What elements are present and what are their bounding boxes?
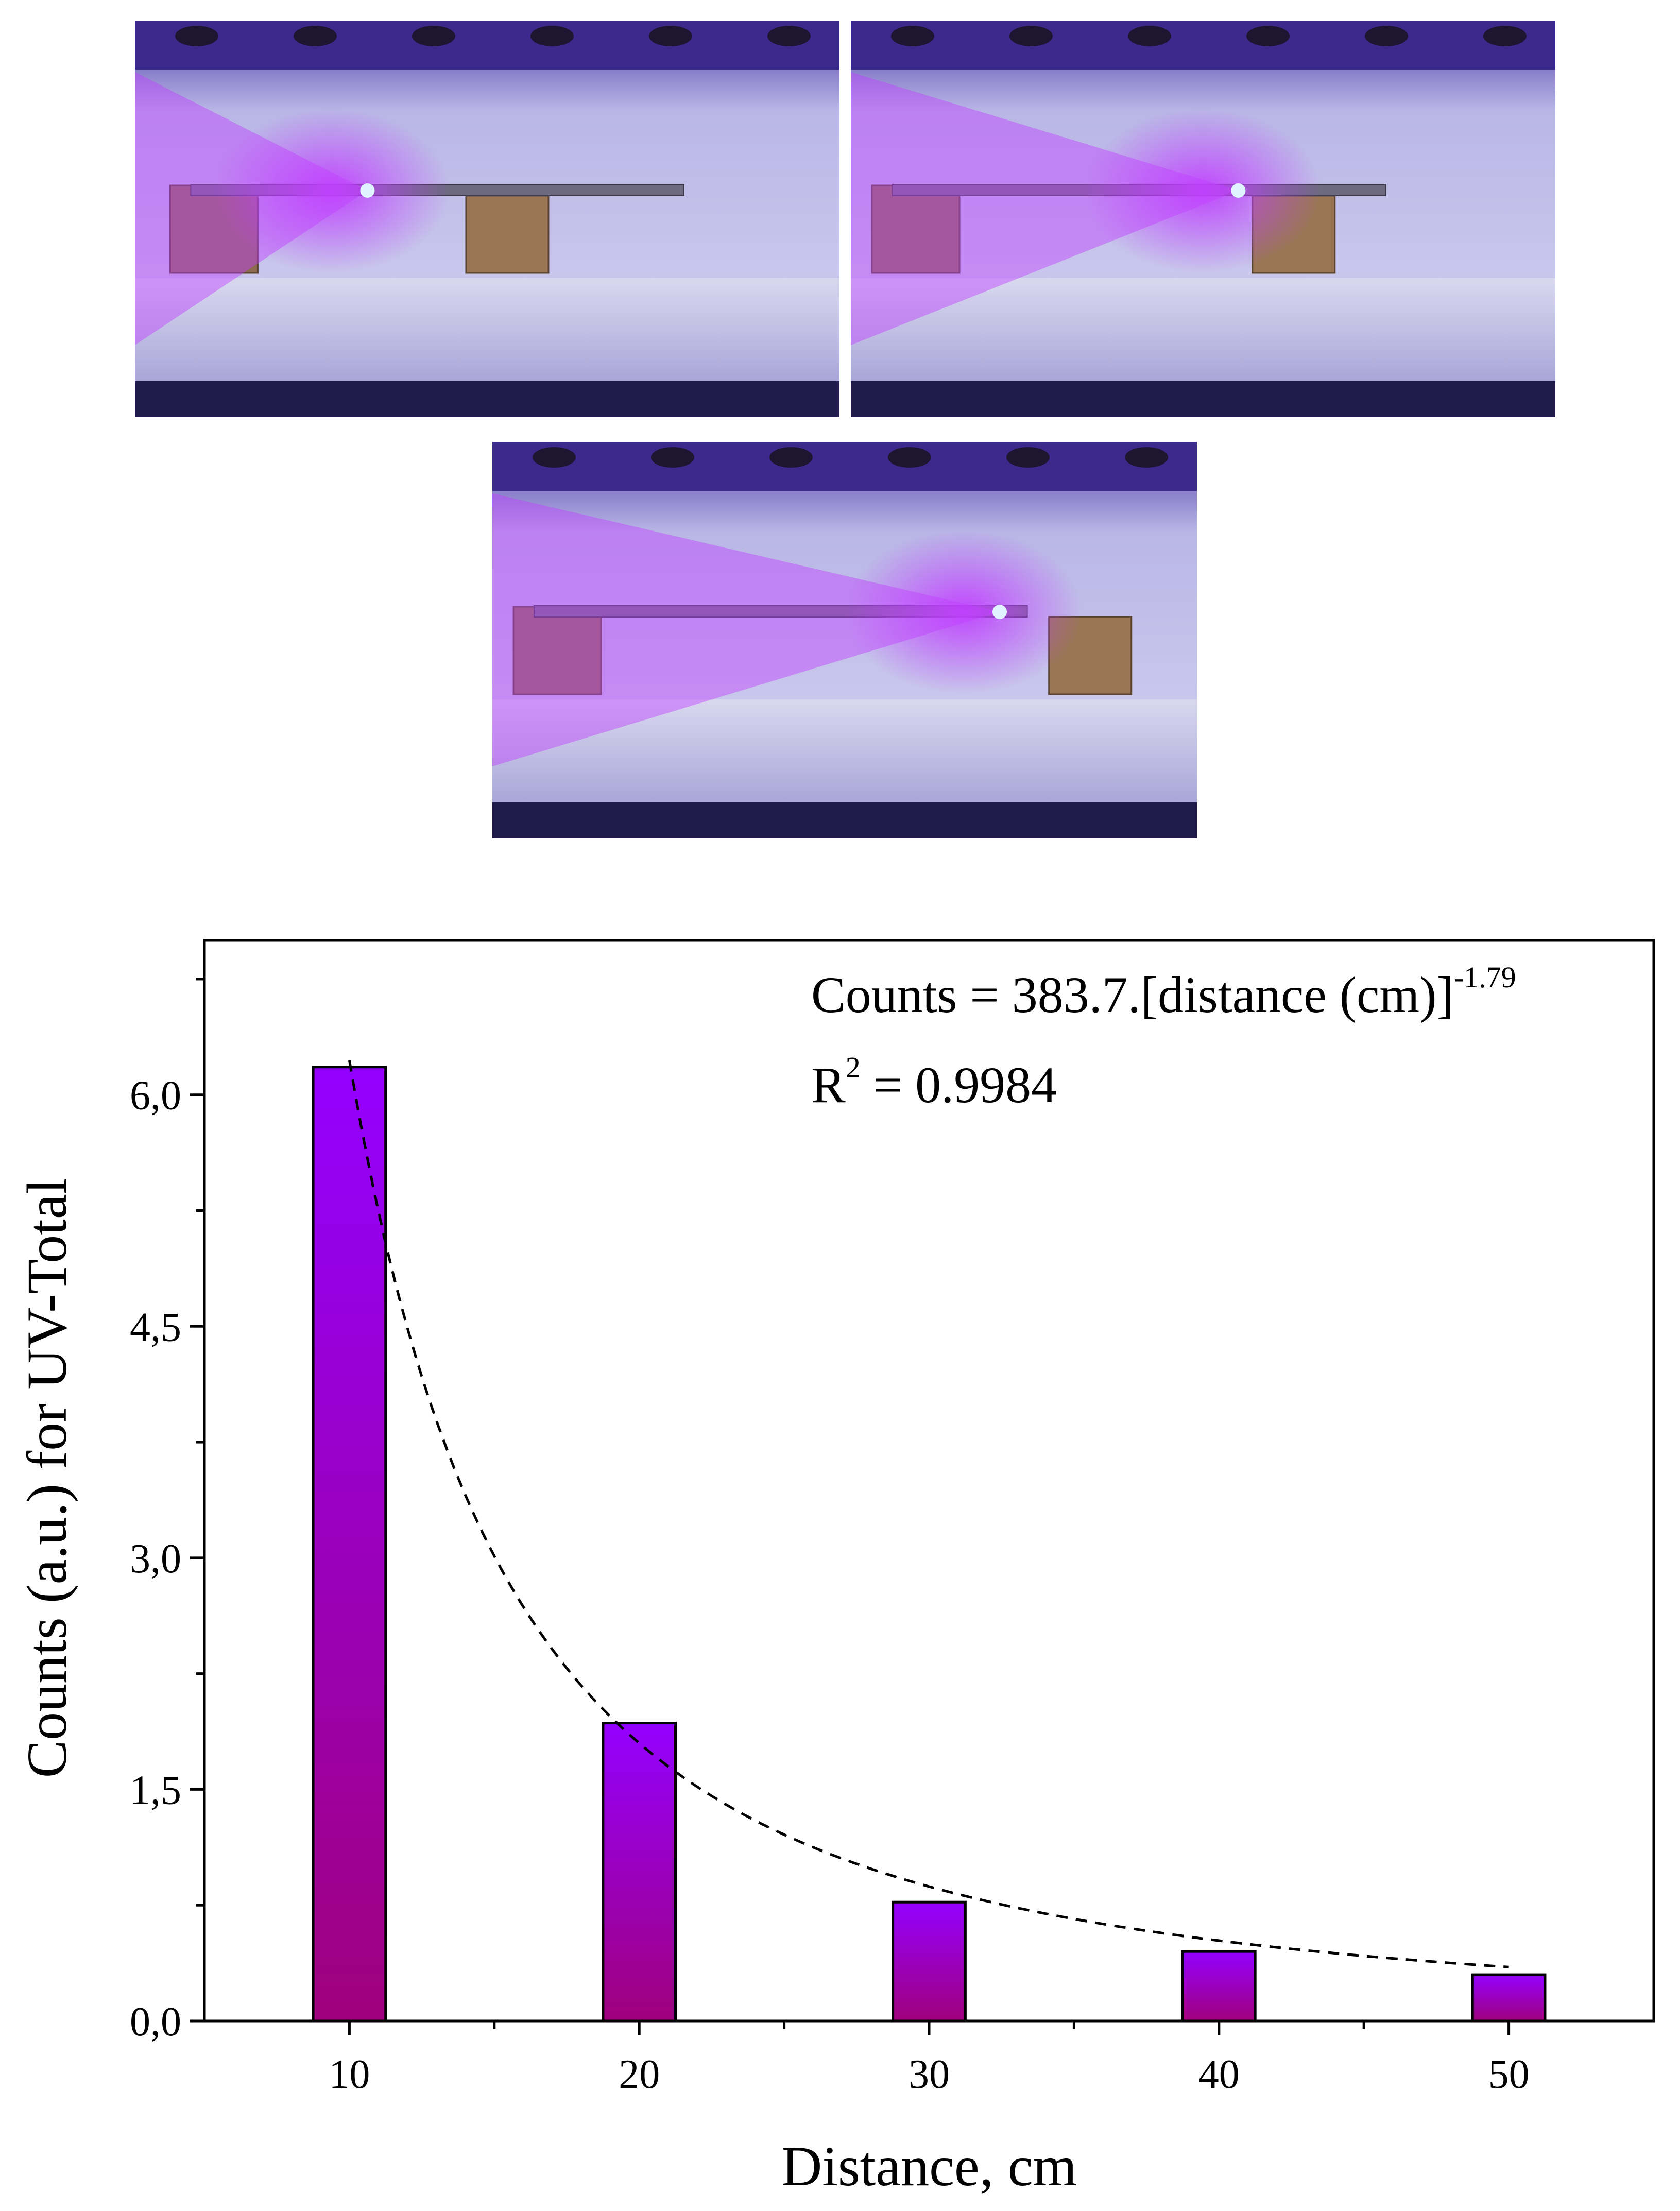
y-tick-label: 1,5 xyxy=(130,1768,181,1813)
ceiling-fixture xyxy=(1483,26,1527,46)
y-tick-label: 0,0 xyxy=(130,1999,181,2045)
enclosure-floor xyxy=(135,278,839,381)
x-tick-label: 50 xyxy=(1488,2052,1530,2097)
enclosure-floor xyxy=(851,278,1555,381)
enclosure-ceiling xyxy=(135,21,839,70)
uv-beam xyxy=(851,72,1239,345)
left-support-box xyxy=(871,184,961,274)
bar-20 xyxy=(602,1722,677,2023)
x-tick-label: 10 xyxy=(329,2052,370,2097)
ceiling-fixture xyxy=(888,447,931,468)
enclosure-ceiling xyxy=(851,21,1555,70)
ceiling-fixture xyxy=(1125,447,1168,468)
ceiling-fixture xyxy=(1009,26,1053,46)
left-support-box xyxy=(512,606,602,695)
r-squared: R2 = 0.9984 xyxy=(811,1051,1057,1113)
bar-10 xyxy=(312,1066,387,2023)
ceiling-fixture xyxy=(533,447,576,468)
enclosure-ceiling xyxy=(492,442,1197,491)
x-tick-label: 40 xyxy=(1198,2052,1240,2097)
y-axis-label: Counts (a.u.) for UV-Total xyxy=(15,1178,78,1778)
power-fit-curve xyxy=(348,1060,1509,1968)
x-tick-label: 30 xyxy=(908,2052,950,2097)
bar-30 xyxy=(892,1900,967,2023)
setup-photo-1 xyxy=(135,21,839,417)
uv-led-source xyxy=(1231,183,1246,198)
ceiling-fixture xyxy=(651,447,694,468)
ceiling-fixture xyxy=(175,26,218,46)
y-tick-label: 4,5 xyxy=(130,1305,181,1350)
ceiling-fixture xyxy=(891,26,934,46)
uv-glow xyxy=(213,108,450,273)
photo-bottom-edge xyxy=(851,381,1555,417)
fit-equation: Counts = 383.7.[distance (cm)]-1.79 xyxy=(811,961,1516,1023)
y-tick-label: 6,0 xyxy=(130,1073,181,1119)
setup-photo-2 xyxy=(851,21,1555,417)
uv-led-source xyxy=(360,183,375,198)
uv-led-source xyxy=(992,605,1007,619)
ceiling-fixture xyxy=(767,26,811,46)
setup-photo-3 xyxy=(492,442,1197,838)
bar-50 xyxy=(1471,1973,1547,2023)
bar-40 xyxy=(1181,1950,1257,2023)
photo-bottom-edge xyxy=(135,381,839,417)
ceiling-fixture xyxy=(769,447,813,468)
ceiling-fixture xyxy=(1128,26,1171,46)
right-support-box xyxy=(465,195,550,274)
ceiling-fixture xyxy=(1246,26,1290,46)
x-tick-label: 20 xyxy=(619,2052,660,2097)
x-axis-label: Distance, cm xyxy=(781,2135,1077,2198)
uv-counts-chart: 10 20 30 40 50 0,0 1,5 3,0 4,5 6,0 Counts = 383.7… xyxy=(15,939,1655,2198)
ceiling-fixture xyxy=(530,26,574,46)
enclosure-floor xyxy=(492,699,1197,802)
y-tick-label: 3,0 xyxy=(130,1536,181,1582)
ceiling-fixture xyxy=(294,26,337,46)
ceiling-fixture xyxy=(1365,26,1408,46)
ceiling-fixture xyxy=(412,26,455,46)
ceiling-fixture xyxy=(649,26,692,46)
uv-glow xyxy=(845,529,1082,694)
ceiling-fixture xyxy=(1006,447,1050,468)
uv-beam xyxy=(492,493,1000,766)
uv-glow xyxy=(1084,108,1321,273)
photo-bottom-edge xyxy=(492,802,1197,838)
